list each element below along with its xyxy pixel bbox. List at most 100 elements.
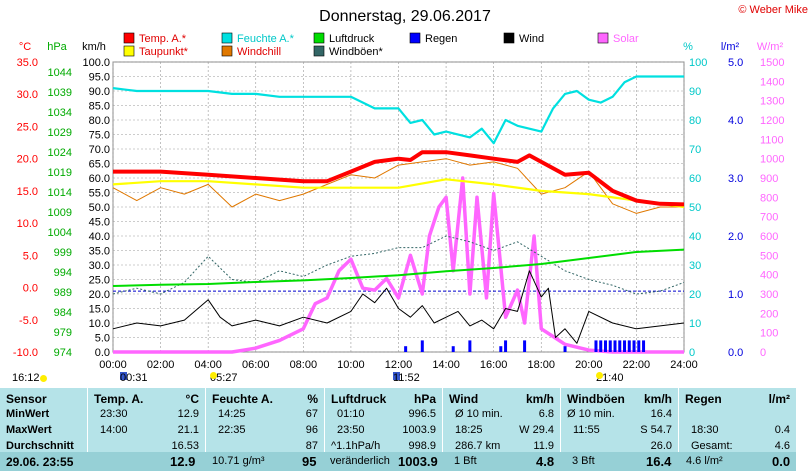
row-label: MinWert <box>6 408 50 420</box>
legend-swatch <box>221 45 233 57</box>
wind-tick-label: 100.0 <box>82 57 110 69</box>
legend-label: Windböen* <box>329 46 384 58</box>
pressure-tick-label: 979 <box>54 327 72 339</box>
current-temp: 12.9 <box>170 454 196 469</box>
solar-tick-label: 1500 <box>760 57 784 69</box>
x-tick-label: 06:00 <box>242 359 270 371</box>
solar-tick-label: 700 <box>760 212 778 224</box>
current-pressure: 1003.9 <box>398 454 438 469</box>
wind-tick-label: 85.0 <box>89 101 110 113</box>
humidity-tick-label: 70 <box>689 144 701 156</box>
temp-tick-label: 5.0 <box>23 250 38 262</box>
sun-icon <box>40 375 47 382</box>
col-pressure: Luftdruck hPa 01:10 996.5 23:50 1003.9 ^… <box>324 388 442 471</box>
current-timestamp: 29.06. 23:55 <box>6 455 74 469</box>
rain-total: 4.6 l/m² <box>686 455 723 467</box>
rain-bar <box>563 346 567 352</box>
pressure-tick-label: 984 <box>54 307 72 319</box>
legend-label: Temp. A.* <box>139 33 187 45</box>
axis-unit-label: W/m² <box>757 41 784 53</box>
solar-tick-label: 1400 <box>760 76 784 88</box>
rain-bar <box>613 340 617 352</box>
chart-legend: Temp. A.* Feuchte A.* Luftdruck Regen Wind So… <box>123 32 639 58</box>
unit-wind: km/h <box>525 392 554 406</box>
pressure-tick-label: 999 <box>54 247 72 259</box>
wind-tick-label: 65.0 <box>89 159 110 171</box>
x-tick-label: 02:00 <box>147 359 175 371</box>
solar-tick-label: 1000 <box>760 154 784 166</box>
legend-swatch <box>313 32 325 44</box>
pressure-tick-label: 1014 <box>48 187 72 199</box>
rain-bar <box>451 346 455 352</box>
copyright-label: © Weber Mike <box>738 4 808 16</box>
axis-unit-label: km/h <box>82 41 106 53</box>
wind-tick-label: 50.0 <box>89 202 110 214</box>
cell-value: 6.8 <box>538 408 554 420</box>
x-tick-label: 20:00 <box>575 359 603 371</box>
cell-time: 11:55 <box>573 424 600 436</box>
humidity-tick-label: 10 <box>689 318 701 330</box>
cell-value: 12.9 <box>177 408 199 420</box>
legend-label: Wind <box>519 33 544 45</box>
pressure-tick-label: 1029 <box>48 127 72 139</box>
col-temp: Temp. A. °C 23:30 12.9 14:00 21.1 16.53 <box>87 388 205 471</box>
legend-swatch <box>313 45 325 57</box>
row-label: MaxWert <box>6 424 52 436</box>
x-tick-label: 24:00 <box>670 359 698 371</box>
x-tick-label: 14:00 <box>432 359 460 371</box>
header-pressure: Luftdruck <box>331 392 387 406</box>
wind-tick-label: 35.0 <box>89 246 110 258</box>
wind-tick-label: 20.0 <box>89 289 110 301</box>
temp-tick-label: 10.0 <box>17 218 38 230</box>
wind-tick-label: 0.0 <box>95 347 110 359</box>
wind-tick-label: 55.0 <box>89 188 110 200</box>
wind-tick-label: 60.0 <box>89 173 110 185</box>
rain-bar <box>603 340 607 352</box>
cell-time: Ø 10 min. <box>455 408 503 420</box>
cell-value: W 29.4 <box>519 424 554 436</box>
cell-value: 21.1 <box>177 424 199 436</box>
row-label: Durchschnitt <box>6 440 74 452</box>
rain-bar <box>504 340 508 352</box>
header-humidity: Feuchte A. <box>212 392 273 406</box>
cell-value: 0.4 <box>774 424 790 436</box>
rain-bar <box>594 340 598 352</box>
legend-swatch <box>503 32 515 44</box>
wind-tick-label: 15.0 <box>89 304 110 316</box>
solar-tick-label: 100 <box>760 328 778 340</box>
cell-trend: ^1.1hPa/h <box>331 440 381 452</box>
unit-humidity: % <box>307 392 318 406</box>
series-windben-line <box>112 235 685 295</box>
cell-value: 96 <box>305 424 318 436</box>
weather-chart: Donnerstag, 29.06.2017 © Weber Mike Temp… <box>13 4 808 371</box>
humidity-tick-label: 50 <box>689 202 701 214</box>
wind-tick-label: 95.0 <box>89 72 110 84</box>
pressure-tick-label: 1024 <box>48 147 72 159</box>
wind-tick-label: 40.0 <box>89 231 110 243</box>
cell-label: Gesamt: <box>691 440 733 452</box>
rain-bar <box>627 340 631 352</box>
temp-tick-label: -10.0 <box>13 347 38 359</box>
temp-tick-label: 35.0 <box>17 57 38 69</box>
solar-tick-label: 200 <box>760 308 778 320</box>
x-tick-label: 10:00 <box>337 359 365 371</box>
rain-bar <box>599 340 603 352</box>
x-tick-label: 12:00 <box>385 359 413 371</box>
cell-value: 11.9 <box>533 440 554 452</box>
pressure-tick-label: 989 <box>54 287 72 299</box>
rain-bar <box>404 346 408 352</box>
legend-swatch <box>123 32 135 44</box>
cell-value: 67 <box>305 408 318 420</box>
solar-tick-label: 800 <box>760 192 778 204</box>
temp-tick-label: 30.0 <box>17 89 38 101</box>
legend-label: Regen <box>425 33 457 45</box>
rain-tick-label: 2.0 <box>728 231 743 243</box>
temp-tick-label: -5.0 <box>19 315 38 327</box>
rain-bar <box>608 340 612 352</box>
humidity-tick-label: 40 <box>689 231 701 243</box>
wind-bft: 1 Bft <box>454 455 477 467</box>
axis-unit-label: % <box>683 41 693 53</box>
pressure-tick-label: 1019 <box>48 167 72 179</box>
humidity-tick-label: 100 <box>689 57 707 69</box>
chart-axes: 00:00 02:00 04:00 06:00 08:00 10:00 12:00 14:00… <box>13 41 785 371</box>
